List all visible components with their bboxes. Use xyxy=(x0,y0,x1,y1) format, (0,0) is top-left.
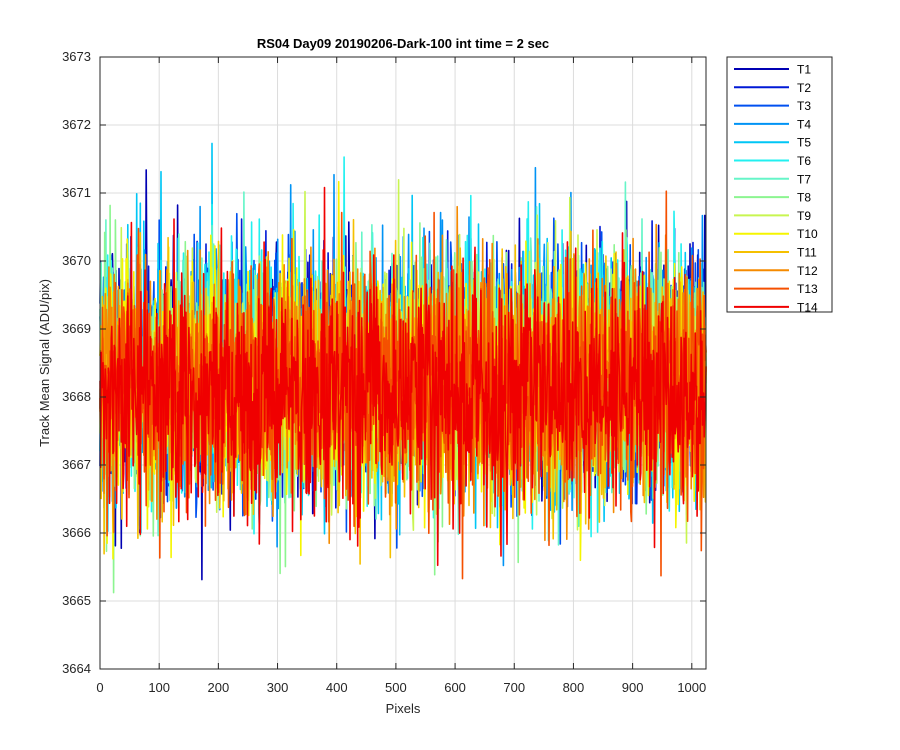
legend-label: T5 xyxy=(797,136,811,150)
legend-label: T14 xyxy=(797,300,818,314)
legend-label: T10 xyxy=(797,227,818,241)
legend-label: T13 xyxy=(797,282,818,296)
x-tick-label: 500 xyxy=(385,680,407,695)
legend: T1 T2 T3 T4 T5 T6 T7 T8 T9 T10 T11 T12 T13 T14 xyxy=(726,56,833,314)
x-tick-label: 200 xyxy=(208,680,230,695)
chart-title: RS04 Day09 20190206-Dark-100 int time = … xyxy=(257,36,549,51)
y-tick-label: 3671 xyxy=(62,185,91,200)
y-tick-label: 3672 xyxy=(62,117,91,132)
legend-label: T2 xyxy=(797,81,811,95)
x-tick-label: 600 xyxy=(444,680,466,695)
x-axis-label: Pixels xyxy=(386,701,421,716)
series-line-t14 xyxy=(99,186,707,567)
legend-label: T6 xyxy=(797,154,811,168)
y-tick-label: 3666 xyxy=(62,525,91,540)
x-tick-label: 0 xyxy=(96,680,103,695)
y-tick-label: 3667 xyxy=(62,457,91,472)
x-tick-label: 900 xyxy=(622,680,644,695)
x-tick-label: 300 xyxy=(267,680,289,695)
axes-box xyxy=(99,56,707,670)
legend-label: T7 xyxy=(797,172,811,186)
y-tick-label: 3673 xyxy=(62,49,91,64)
legend-label: T8 xyxy=(797,191,811,205)
series-lines xyxy=(99,142,707,594)
y-tick-label: 3664 xyxy=(62,661,91,676)
x-tick-label: 100 xyxy=(148,680,170,695)
legend-label: T1 xyxy=(797,63,811,77)
y-tick-label: 3665 xyxy=(62,593,91,608)
x-tick-label: 1000 xyxy=(677,680,706,695)
y-tick-label: 3669 xyxy=(62,321,91,336)
legend-label: T12 xyxy=(797,264,818,278)
x-tick-label: 400 xyxy=(326,680,348,695)
x-axis-ticks: 0 100 200 300 400 500 600 700 800 900 1000 xyxy=(96,57,706,695)
legend-label: T9 xyxy=(797,209,811,223)
y-axis-label: Track Mean Signal (ADU/pix) xyxy=(37,279,52,447)
x-tick-label: 700 xyxy=(503,680,525,695)
legend-label: T11 xyxy=(797,246,817,260)
legend-label: T3 xyxy=(797,99,811,113)
legend-label: T4 xyxy=(797,117,811,131)
y-tick-label: 3670 xyxy=(62,253,91,268)
y-tick-label: 3668 xyxy=(62,389,91,404)
y-axis-ticks: 3664 3665 3666 3667 3668 3669 3670 3671 3672 3673 xyxy=(62,49,706,676)
x-tick-label: 800 xyxy=(563,680,585,695)
